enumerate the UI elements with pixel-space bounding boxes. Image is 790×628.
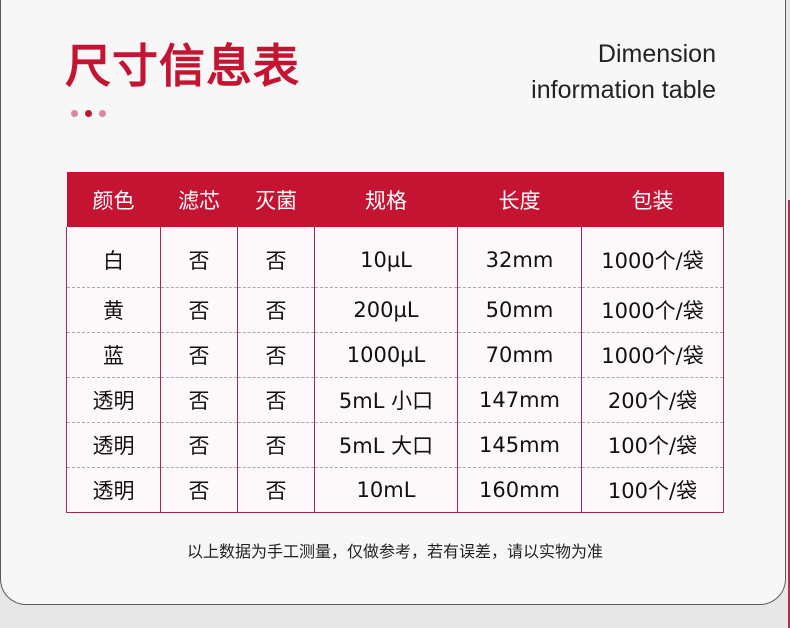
table-cell: 否 xyxy=(237,332,315,378)
table-cell: 否 xyxy=(237,287,315,333)
table-cell: 145mm xyxy=(457,422,582,468)
table-cell: 147mm xyxy=(457,377,582,423)
table-cell: 否 xyxy=(237,377,315,423)
table-cell: 透明 xyxy=(66,422,161,468)
column-header: 长度 xyxy=(457,172,582,227)
subtitle-line: Dimension xyxy=(597,40,716,68)
table-cell: 否 xyxy=(237,227,315,288)
table-row: 蓝否否 1000µL 70mm 1000个/袋 xyxy=(66,332,724,378)
table-cell: 200个/袋 xyxy=(581,377,724,423)
table-cell: 10µL xyxy=(314,227,458,288)
table-cell: 否 xyxy=(160,332,238,378)
table-cell: 否 xyxy=(160,377,238,423)
table-cell: 50mm xyxy=(457,287,582,333)
table-cell: 100个/袋 xyxy=(581,467,724,513)
table-cell: 透明 xyxy=(66,467,161,513)
disclaimer-note: 以上数据为手工测量，仅做参考，若有误差，请以实物为准 xyxy=(186,542,603,561)
dot-icon xyxy=(71,110,78,117)
subtitle-line: information table xyxy=(531,76,716,104)
table-cell: 1000个/袋 xyxy=(581,287,724,333)
table-cell: 否 xyxy=(237,467,315,513)
dimension-table: 颜色 滤芯 灭菌 规格 长度 包装 白否否 10µL 32mm 1000个/袋黄否否 200µL 5… xyxy=(66,172,724,513)
table-cell: 否 xyxy=(160,422,238,468)
table-row: 黄否否 200µL 50mm 1000个/袋 xyxy=(66,287,724,333)
table-cell: 白 xyxy=(66,227,161,288)
table-cell: 1000个/袋 xyxy=(581,227,724,288)
table-cell: 否 xyxy=(160,467,238,513)
table-cell: 100个/袋 xyxy=(581,422,724,468)
table-cell: 透明 xyxy=(66,377,161,423)
table-cell: 160mm xyxy=(457,467,582,513)
table-cell: 5mL 小口 xyxy=(314,377,458,423)
table-row: 白否否 10µL 32mm 1000个/袋 xyxy=(66,227,724,288)
table-row: 透明否否 10mL 160mm 100个/袋 xyxy=(66,467,724,513)
column-header: 规格 xyxy=(314,172,458,227)
column-header: 颜色 xyxy=(66,172,161,227)
table-cell: 否 xyxy=(160,227,238,288)
table-cell: 黄 xyxy=(66,287,161,333)
dot-icon xyxy=(99,110,106,117)
table-row: 透明否否 5mL 小口 147mm 200个/袋 xyxy=(66,377,724,423)
table-row: 透明否否 5mL 大口 145mm 100个/袋 xyxy=(66,422,724,468)
table-cell: 1000个/袋 xyxy=(581,332,724,378)
table-cell: 5mL 大口 xyxy=(314,422,458,468)
page-title: 尺寸信息表 xyxy=(65,39,300,93)
table-cell: 否 xyxy=(237,422,315,468)
decorative-dots xyxy=(71,110,106,117)
table-cell: 200µL xyxy=(314,287,458,333)
table-cell: 32mm xyxy=(457,227,582,288)
column-header: 灭菌 xyxy=(237,172,315,227)
table-cell: 1000µL xyxy=(314,332,458,378)
table-cell: 10mL xyxy=(314,467,458,513)
english-subtitle: Dimension information table xyxy=(531,36,716,108)
column-header: 包装 xyxy=(581,172,724,227)
table-cell: 蓝 xyxy=(66,332,161,378)
table-cell: 否 xyxy=(160,287,238,333)
dot-icon xyxy=(85,110,92,117)
column-header: 滤芯 xyxy=(160,172,238,227)
edge-line xyxy=(788,200,790,628)
table-cell: 70mm xyxy=(457,332,582,378)
